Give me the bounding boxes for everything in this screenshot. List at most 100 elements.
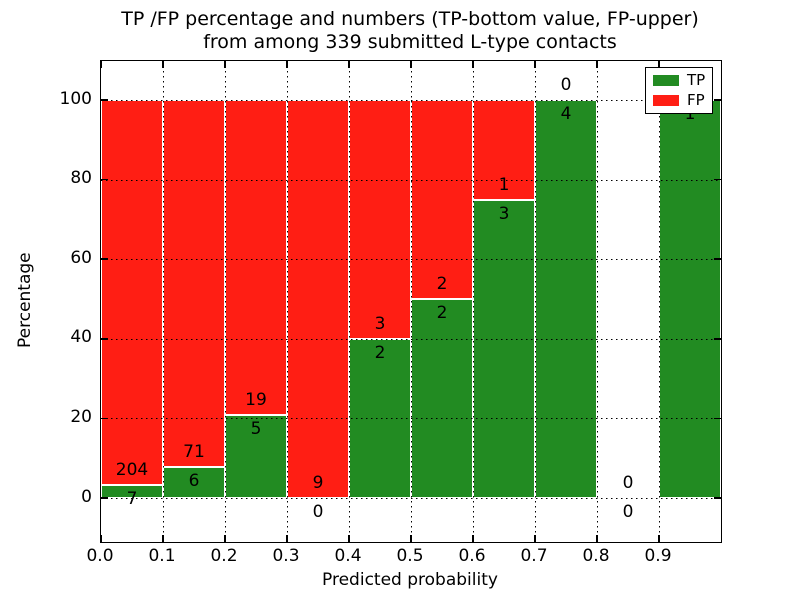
tick-mark-x-top — [348, 61, 350, 68]
count-label-fp: 3 — [374, 313, 386, 334]
count-label-fp: 0 — [560, 75, 572, 95]
tick-mark-x-bottom — [100, 535, 102, 542]
x-tick-label: 0.1 — [148, 546, 176, 566]
count-label-fp: 19 — [245, 390, 267, 411]
count-label-tp: 7 — [126, 488, 138, 509]
gridline-horizontal — [101, 100, 721, 101]
count-label-fp: 2 — [436, 274, 448, 294]
legend-label: FP — [687, 90, 705, 109]
y-tick-label: 60 — [70, 247, 92, 268]
y-tick-label: 0 — [81, 486, 92, 507]
chart-title-line2: from among 339 submitted L-type contacts — [203, 31, 617, 53]
gridline-horizontal — [101, 259, 721, 261]
bar-segment-fp — [411, 100, 473, 299]
count-label-tp: 0 — [622, 502, 634, 522]
gridline-vertical — [410, 61, 412, 542]
bar-segment-fp — [349, 100, 411, 339]
x-tick-label: 0.4 — [334, 546, 362, 566]
tick-mark-x-top — [100, 61, 102, 68]
tick-mark-y-left — [101, 258, 108, 260]
bar-segment-tp — [473, 199, 535, 498]
tick-mark-x-bottom — [472, 535, 474, 542]
count-label-fp: 204 — [115, 459, 149, 480]
tick-mark-x-top — [162, 61, 164, 68]
x-tick-label: 0.6 — [458, 546, 486, 566]
gridline-vertical — [472, 61, 474, 542]
gridline-horizontal — [101, 498, 721, 499]
tick-mark-x-bottom — [348, 535, 350, 542]
tick-mark-y-right — [714, 99, 721, 101]
tick-mark-x-top — [410, 61, 412, 68]
y-tick-label: 80 — [70, 168, 92, 189]
tick-mark-x-bottom — [410, 535, 412, 542]
count-label-fp: 9 — [312, 473, 324, 493]
count-label-tp: 2 — [436, 303, 448, 323]
gridline-vertical — [348, 61, 350, 542]
legend-label: TP — [687, 71, 706, 90]
tick-mark-y-left — [101, 99, 108, 101]
tick-mark-x-top — [224, 61, 226, 68]
tick-mark-x-top — [286, 61, 288, 68]
tick-mark-y-right — [714, 338, 721, 340]
legend-swatch-fp — [653, 94, 679, 106]
tick-mark-y-right — [714, 497, 721, 499]
x-tick-label: 0.7 — [520, 546, 548, 566]
tick-mark-x-top — [472, 61, 474, 68]
tick-mark-x-top — [658, 61, 660, 68]
count-label-tp: 4 — [560, 104, 572, 124]
bar-segment-fp — [473, 100, 535, 200]
bar-segment-tp — [411, 299, 473, 498]
chart-title-line1: TP /FP percentage and numbers (TP-bottom… — [121, 8, 699, 30]
tick-mark-x-bottom — [534, 535, 536, 542]
x-tick-label: 0.5 — [396, 546, 424, 566]
tick-mark-y-right — [714, 417, 721, 420]
count-label-tp: 2 — [374, 342, 386, 363]
bar-segment-fp — [287, 100, 349, 498]
chart-title: TP /FP percentage and numbers (TP-bottom… — [100, 8, 720, 54]
count-label-fp: 1 — [498, 174, 510, 195]
tick-mark-x-top — [596, 61, 598, 68]
x-tick-label: 0.3 — [272, 546, 300, 566]
x-tick-label: 0.9 — [644, 546, 672, 566]
legend: TP FP — [645, 67, 713, 114]
tick-mark-x-bottom — [658, 535, 660, 542]
legend-swatch-tp — [653, 75, 679, 87]
tick-mark-y-right — [714, 258, 721, 260]
legend-item: FP — [653, 90, 705, 109]
count-label-tp: 3 — [498, 203, 510, 224]
gridline-vertical — [658, 61, 660, 542]
tick-mark-y-right — [714, 178, 721, 181]
gridline-vertical — [224, 61, 226, 542]
x-tick-label: 0.2 — [210, 546, 238, 566]
bar-segment-tp — [163, 466, 225, 498]
plot-area: 204771619590322213040001TPFP — [100, 60, 722, 543]
bar-segment-tp — [535, 100, 597, 498]
bar-segment-fp — [163, 100, 225, 467]
gridline-vertical — [534, 61, 536, 542]
count-label-tp: 1 — [684, 104, 696, 124]
tick-mark-y-left — [101, 338, 108, 340]
gridline-horizontal — [101, 418, 721, 420]
y-tick-label: 100 — [59, 88, 92, 109]
x-axis-label: Predicted probability — [322, 570, 498, 590]
gridline-horizontal — [101, 338, 721, 340]
tick-mark-x-bottom — [596, 535, 598, 542]
tick-mark-x-bottom — [224, 535, 226, 542]
gridline-vertical — [286, 61, 288, 542]
gridline-vertical — [596, 61, 598, 542]
y-axis-label: Percentage — [15, 252, 35, 349]
gridline-horizontal — [101, 179, 721, 181]
tick-mark-y-left — [101, 497, 108, 499]
tick-mark-y-left — [101, 178, 108, 181]
y-tick-label: 40 — [70, 327, 92, 348]
x-tick-label: 0.8 — [582, 546, 610, 566]
legend-item: TP — [653, 73, 705, 88]
bar-segment-tp — [659, 100, 721, 498]
tick-mark-x-top — [534, 61, 536, 68]
count-label-tp: 6 — [188, 470, 200, 491]
tick-mark-y-left — [101, 417, 108, 420]
gridline-vertical — [162, 61, 164, 542]
count-label-fp: 0 — [622, 473, 634, 493]
tick-mark-x-bottom — [286, 535, 288, 542]
